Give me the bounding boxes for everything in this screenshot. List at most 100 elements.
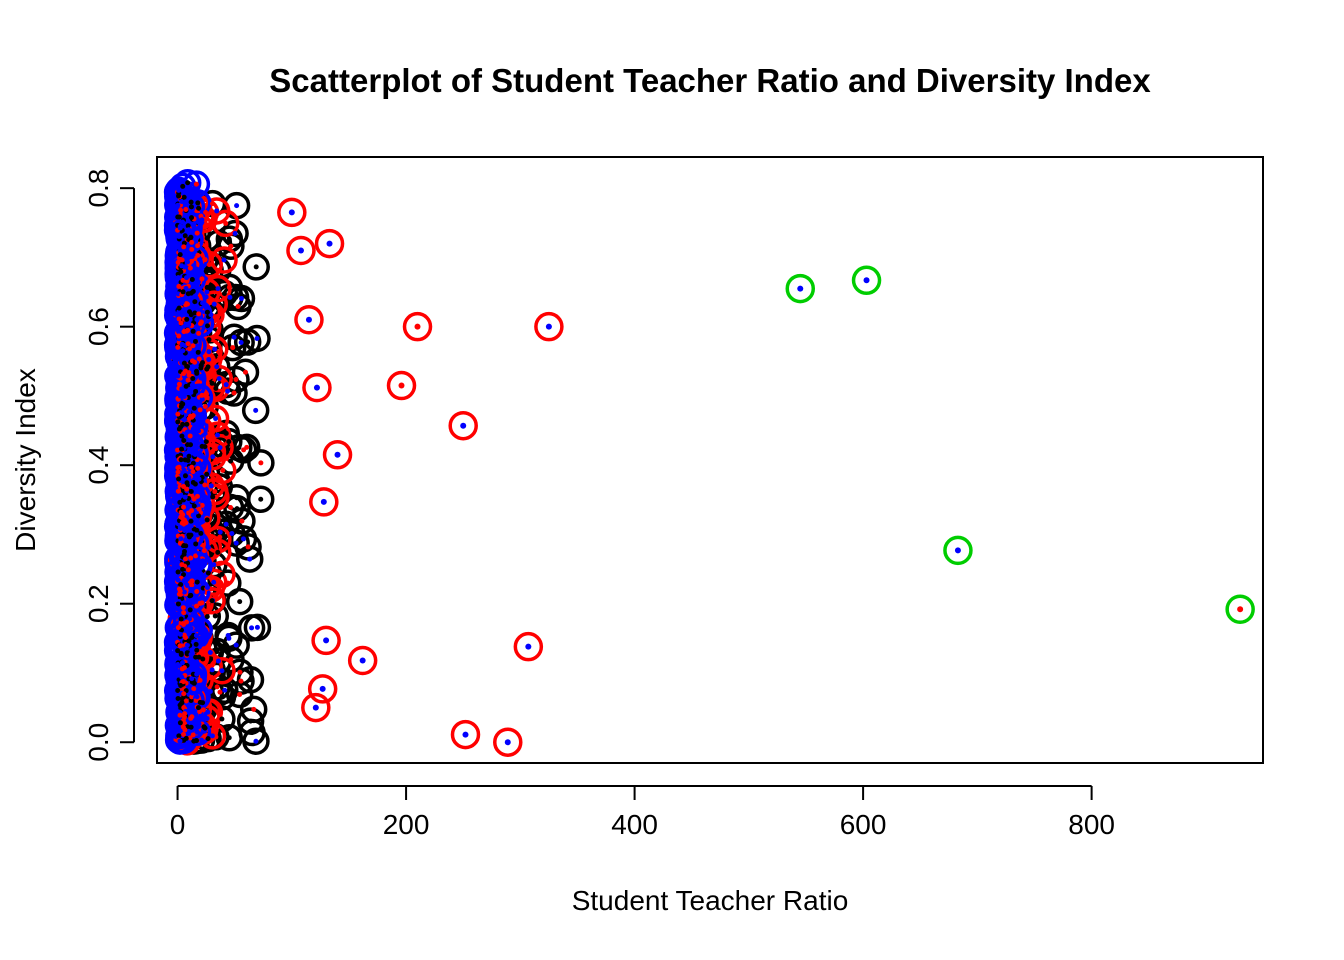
- data-point-dot: [188, 488, 194, 494]
- data-point-dot: [181, 731, 187, 737]
- data-point-dot: [177, 526, 183, 532]
- outlier-point-dot: [460, 422, 467, 429]
- data-point-dot: [238, 340, 244, 346]
- data-point-ring: [222, 631, 250, 659]
- data-point-dot: [194, 368, 200, 374]
- data-point-dot: [199, 561, 205, 567]
- data-point-dot: [189, 414, 195, 420]
- data-point-dot: [177, 248, 183, 254]
- data-point-dot: [208, 586, 214, 592]
- data-point-dot: [180, 512, 186, 518]
- data-point-dot: [184, 601, 190, 607]
- data-point-dot: [212, 489, 218, 495]
- data-point-dot: [234, 203, 240, 209]
- data-point-dot: [175, 411, 181, 417]
- data-point-dot: [190, 512, 196, 518]
- data-point-dot: [178, 207, 184, 213]
- x-tick-label: 200: [383, 809, 430, 840]
- data-point-dot: [196, 551, 202, 557]
- data-point-dot: [193, 738, 199, 744]
- data-point-dot: [219, 716, 225, 722]
- data-point-dot: [187, 607, 193, 613]
- data-point-dot: [181, 504, 187, 510]
- data-point-dot: [183, 301, 189, 307]
- data-point-dot: [178, 357, 184, 363]
- data-point-dot: [190, 671, 196, 677]
- data-point-dot: [191, 405, 197, 411]
- data-point-dot: [182, 233, 188, 239]
- data-point-dot: [183, 383, 189, 389]
- data-point-dot: [205, 418, 211, 424]
- data-point-dot: [188, 555, 194, 561]
- data-point-dot: [217, 689, 223, 695]
- data-point-dot: [208, 312, 214, 318]
- data-point-dot: [248, 718, 254, 724]
- data-point-dot: [177, 643, 183, 649]
- data-point-dot: [183, 538, 189, 544]
- data-point-dot: [194, 316, 200, 322]
- data-point-dot: [223, 382, 229, 388]
- data-point-dot: [175, 696, 181, 702]
- data-point-dot: [195, 200, 201, 206]
- data-point-dot: [233, 377, 239, 383]
- data-point-dot: [211, 579, 217, 585]
- data-point-dot: [210, 201, 216, 207]
- data-point-dot: [180, 724, 186, 730]
- data-point-dot: [181, 194, 187, 200]
- data-point-dot: [189, 647, 195, 653]
- data-point-dot: [186, 227, 192, 233]
- data-point-dot: [203, 439, 209, 445]
- data-point-dot: [194, 729, 200, 735]
- data-point-dot: [235, 304, 241, 310]
- data-point-ring: [195, 250, 224, 279]
- data-point-dot: [177, 252, 183, 258]
- outlier-point-ring: [448, 410, 478, 441]
- data-point-dot: [175, 275, 181, 281]
- data-point-dot: [197, 677, 203, 683]
- data-point-dot: [193, 603, 199, 609]
- data-point-dot: [204, 289, 210, 295]
- data-point-dot: [184, 259, 190, 265]
- data-point-dot: [179, 341, 185, 347]
- data-point-dot: [205, 434, 211, 440]
- data-point-dot: [226, 635, 232, 641]
- data-point-dot: [204, 235, 210, 241]
- data-point-dot: [186, 510, 192, 516]
- data-point-dot: [179, 446, 185, 452]
- data-point-dot: [192, 451, 198, 457]
- data-point-dot: [175, 447, 181, 453]
- data-point-dot: [177, 588, 183, 594]
- data-point-dot: [182, 368, 188, 374]
- data-point-dot: [195, 465, 201, 471]
- data-point-dot: [183, 285, 189, 291]
- data-point-dot: [180, 566, 186, 572]
- data-point-dot: [175, 469, 181, 475]
- data-point-ring: [243, 324, 271, 353]
- data-point-dot: [181, 705, 187, 711]
- data-point-dot: [209, 384, 215, 390]
- data-point-ring: [242, 253, 270, 281]
- data-point-dot: [258, 496, 264, 502]
- data-point-dot: [197, 635, 203, 641]
- data-point-dot: [175, 672, 181, 678]
- data-point-dot: [228, 504, 234, 510]
- data-point-dot: [175, 556, 181, 562]
- outlier-point-ring: [314, 228, 345, 259]
- data-point-dot: [251, 706, 257, 712]
- data-point-dot: [181, 632, 187, 638]
- data-point-dot: [231, 334, 237, 340]
- data-point-dot: [179, 666, 185, 672]
- data-point-dot: [202, 257, 208, 263]
- data-point-dot: [209, 733, 215, 739]
- outlier-point-dot: [312, 704, 319, 711]
- data-point-dot: [210, 494, 216, 500]
- data-point-dot: [176, 193, 182, 199]
- data-point-dot: [180, 289, 186, 295]
- data-point-dot: [181, 691, 187, 697]
- y-tick-label: 0.8: [83, 169, 114, 208]
- data-point-dot: [181, 417, 187, 423]
- data-point-dot: [178, 652, 184, 658]
- data-point-dot: [182, 711, 188, 717]
- data-point-dot: [207, 267, 213, 273]
- outlier-point-dot: [1237, 606, 1244, 613]
